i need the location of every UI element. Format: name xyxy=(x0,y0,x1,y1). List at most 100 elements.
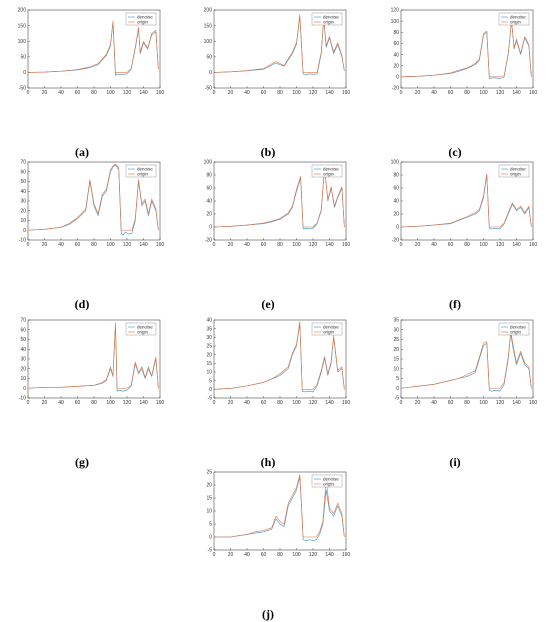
y-tick-label: 100 xyxy=(18,39,27,45)
legend-label-denoise: denoise xyxy=(510,325,526,330)
y-tick-label: 100 xyxy=(391,160,400,166)
legend-label-denoise: denoise xyxy=(137,15,153,20)
x-tick-label: 160 xyxy=(156,242,165,248)
chart-panel-1: 0 20 40 60 80 100 120 140 160 -50 0 50 100 150 200 deno… xyxy=(202,8,351,102)
y-tick-label: 10 xyxy=(20,376,26,382)
x-tick-label: 40 xyxy=(244,400,250,406)
x-tick-label: 20 xyxy=(415,242,421,248)
y-tick-label: 50 xyxy=(206,55,212,61)
x-tick-label: 160 xyxy=(342,552,351,558)
y-tick-label: 60 xyxy=(206,186,212,192)
legend-label-origin: origin xyxy=(137,20,149,25)
x-tick-label: 100 xyxy=(479,400,488,406)
y-tick-label: 10 xyxy=(20,218,26,224)
y-tick-label: 30 xyxy=(20,199,26,205)
x-tick-label: 120 xyxy=(496,242,505,248)
x-tick-label: 0 xyxy=(400,90,403,96)
y-tick-label: 30 xyxy=(206,335,212,341)
legend-label-origin: origin xyxy=(137,330,149,335)
chart-svg: 0 20 40 60 80 100 120 140 160-505101520253035den… xyxy=(393,318,538,406)
legend-label-denoise: denoise xyxy=(510,15,526,20)
x-tick-label: 80 xyxy=(464,400,470,406)
x-tick-label: 140 xyxy=(512,242,521,248)
x-tick-label: 140 xyxy=(325,90,334,96)
x-tick-label: 0 xyxy=(213,90,216,96)
x-tick-label: 140 xyxy=(512,90,521,96)
x-tick-label: 40 xyxy=(58,90,64,96)
x-tick-label: 0 xyxy=(27,242,30,248)
x-tick-label: 80 xyxy=(91,90,97,96)
series-line-origin xyxy=(213,166,345,228)
series-line-denoise xyxy=(213,15,345,76)
y-tick-label: 0 xyxy=(396,386,399,392)
x-tick-label: 20 xyxy=(228,90,234,96)
x-tick-label: 120 xyxy=(123,90,132,96)
x-tick-label: 20 xyxy=(42,400,48,406)
legend-label-origin: origin xyxy=(510,172,522,177)
y-tick-label: 25 xyxy=(206,470,212,476)
y-tick-label: 20 xyxy=(206,352,212,358)
y-tick-label: 20 xyxy=(206,483,212,489)
chart-panel-3: 0 20 40 60 80 100 120 140 160 -10 0 10 20 30 40 50 60 70 d… xyxy=(16,160,165,254)
chart-svg: 0 20 40 60 80 100 120 140 160-10010203040506070d… xyxy=(19,160,165,248)
x-tick-label: 80 xyxy=(277,90,283,96)
x-tick-label: 100 xyxy=(292,242,301,248)
x-tick-label: 40 xyxy=(431,90,437,96)
x-tick-label: 120 xyxy=(123,242,132,248)
x-tick-label: 20 xyxy=(228,552,234,558)
y-tick-label: 60 xyxy=(20,169,26,175)
y-tick-label: 0 xyxy=(23,386,26,392)
x-tick-label: 140 xyxy=(325,400,334,406)
x-tick-label: 80 xyxy=(91,242,97,248)
y-tick-label: 50 xyxy=(20,179,26,185)
x-tick-label: 140 xyxy=(139,242,148,248)
y-tick-label: 100 xyxy=(204,39,213,45)
series-line-denoise xyxy=(213,168,345,230)
x-tick-label: 20 xyxy=(228,400,234,406)
y-tick-label: 25 xyxy=(206,344,212,350)
x-tick-label: 60 xyxy=(75,242,81,248)
x-tick-label: 20 xyxy=(228,242,234,248)
series-line-origin xyxy=(213,321,345,390)
x-tick-label: 40 xyxy=(58,400,64,406)
y-tick-label: 15 xyxy=(206,496,212,502)
x-tick-label: 160 xyxy=(529,400,538,406)
y-tick-label: 0 xyxy=(23,70,26,76)
chart-panel-9: 0 20 40 60 80 100 120 140 160 -5 0 5 10 15 20 25 denoise… xyxy=(202,470,351,564)
chart-svg: 0 20 40 60 80 100 120 140 160-20020406080100deno… xyxy=(391,160,538,248)
y-tick-label: 25 xyxy=(393,337,399,343)
series-line-origin xyxy=(27,163,159,231)
x-tick-label: 0 xyxy=(400,400,403,406)
legend-label-denoise: denoise xyxy=(510,167,526,172)
panel-caption: (h) xyxy=(260,455,276,469)
x-tick-label: 40 xyxy=(431,400,437,406)
chart-svg: 0 20 40 60 80 100 120 140 160-50510152025303540d… xyxy=(206,318,350,406)
x-tick-label: 60 xyxy=(261,400,267,406)
y-tick-label: 5 xyxy=(209,378,212,384)
chart-svg: 0 20 40 60 80 100 120 140 160-20020406080100deno… xyxy=(204,160,351,248)
chart-panel-4: 0 20 40 60 80 100 120 140 160 -20 0 20 40 60 80 100 deno… xyxy=(202,160,351,254)
series-line-origin xyxy=(400,173,532,228)
x-tick-label: 0 xyxy=(213,242,216,248)
legend-label-denoise: denoise xyxy=(323,477,339,482)
x-tick-label: 20 xyxy=(42,242,48,248)
y-tick-label: 0 xyxy=(23,228,26,234)
panel-caption: (b) xyxy=(260,145,276,159)
x-tick-label: 80 xyxy=(277,552,283,558)
y-tick-label: 40 xyxy=(20,347,26,353)
chart-panel-5: 0 20 40 60 80 100 120 140 160 -20 0 20 40 60 80 100 deno… xyxy=(389,160,538,254)
chart-svg: 0 20 40 60 80 100 120 140 160-50050100150200deno… xyxy=(18,8,165,96)
x-tick-label: 100 xyxy=(106,242,115,248)
x-tick-label: 160 xyxy=(156,400,165,406)
y-tick-label: 20 xyxy=(20,366,26,372)
y-tick-label: 15 xyxy=(393,357,399,363)
y-tick-label: 10 xyxy=(393,366,399,372)
y-tick-label: 20 xyxy=(393,212,399,218)
chart-svg: 0 20 40 60 80 100 120 140 160-20020406080100120d… xyxy=(391,8,538,96)
x-tick-label: 120 xyxy=(309,90,318,96)
chart-panel-2: 0 20 40 60 80 100 120 140 160 -20 0 20 40 60 80 100 120 d… xyxy=(389,8,538,102)
chart-svg: 0 20 40 60 80 100 120 140 160-10010203040506070d… xyxy=(19,318,165,406)
x-tick-label: 100 xyxy=(292,90,301,96)
y-tick-label: 35 xyxy=(393,318,399,324)
y-tick-label: -5 xyxy=(208,396,213,402)
